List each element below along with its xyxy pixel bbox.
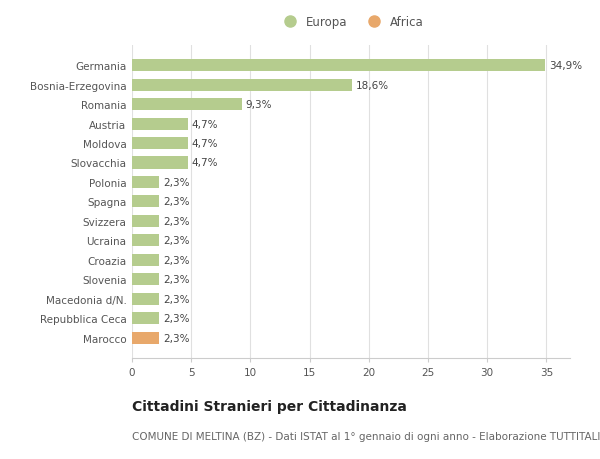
Bar xyxy=(132,99,242,111)
Bar xyxy=(132,138,188,150)
Bar xyxy=(132,60,545,72)
Text: 2,3%: 2,3% xyxy=(163,255,189,265)
Bar xyxy=(132,235,159,247)
Text: 2,3%: 2,3% xyxy=(163,333,189,343)
Text: 9,3%: 9,3% xyxy=(245,100,272,110)
Bar xyxy=(132,293,159,305)
Legend: Europa, Africa: Europa, Africa xyxy=(273,11,429,34)
Text: 2,3%: 2,3% xyxy=(163,216,189,226)
Text: 18,6%: 18,6% xyxy=(356,80,389,90)
Text: 4,7%: 4,7% xyxy=(191,119,218,129)
Text: COMUNE DI MELTINA (BZ) - Dati ISTAT al 1° gennaio di ogni anno - Elaborazione TU: COMUNE DI MELTINA (BZ) - Dati ISTAT al 1… xyxy=(132,431,600,442)
Bar xyxy=(132,254,159,266)
Bar xyxy=(132,177,159,189)
Bar xyxy=(132,332,159,344)
Text: 2,3%: 2,3% xyxy=(163,197,189,207)
Bar xyxy=(132,196,159,208)
Bar xyxy=(132,157,188,169)
Text: 4,7%: 4,7% xyxy=(191,158,218,168)
Text: 2,3%: 2,3% xyxy=(163,178,189,188)
Text: 2,3%: 2,3% xyxy=(163,294,189,304)
Text: Cittadini Stranieri per Cittadinanza: Cittadini Stranieri per Cittadinanza xyxy=(132,399,407,413)
Bar xyxy=(132,274,159,285)
Text: 2,3%: 2,3% xyxy=(163,236,189,246)
Bar xyxy=(132,118,188,130)
Text: 34,9%: 34,9% xyxy=(548,61,582,71)
Bar xyxy=(132,313,159,325)
Bar xyxy=(132,79,352,91)
Bar xyxy=(132,215,159,227)
Text: 2,3%: 2,3% xyxy=(163,274,189,285)
Text: 2,3%: 2,3% xyxy=(163,313,189,324)
Text: 4,7%: 4,7% xyxy=(191,139,218,149)
